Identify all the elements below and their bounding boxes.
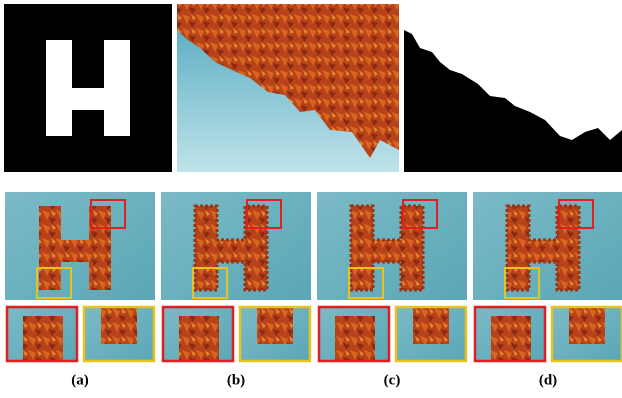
crop-yellow-content xyxy=(413,308,449,344)
panel-label: (c) xyxy=(384,372,401,388)
panel-label: (b) xyxy=(227,372,245,388)
crop-red-content xyxy=(335,316,375,362)
crop-red-content xyxy=(179,316,219,362)
panel-label: (d) xyxy=(539,372,557,388)
panel-label: (a) xyxy=(71,372,89,388)
crop-yellow-content xyxy=(569,308,605,344)
crop-red-content xyxy=(23,316,63,362)
crop-red-content xyxy=(491,316,531,362)
crop-yellow-content xyxy=(257,308,293,344)
crop-yellow-content xyxy=(101,308,137,344)
figure: (a) (b) (c) (d) xyxy=(0,0,622,398)
